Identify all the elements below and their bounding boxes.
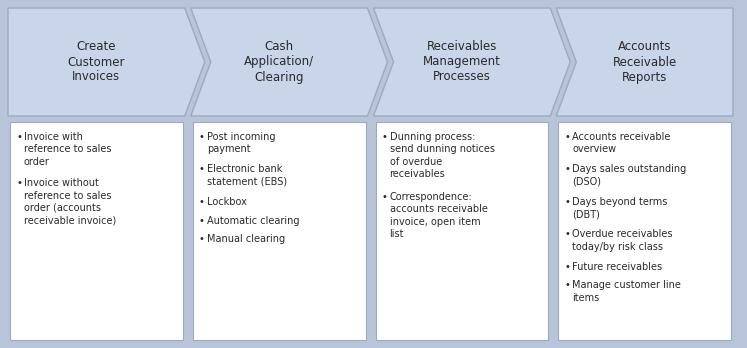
Text: Create
Customer
Invoices: Create Customer Invoices (68, 40, 125, 84)
Text: Accounts
Receivable
Reports: Accounts Receivable Reports (613, 40, 677, 84)
Text: Days beyond terms
(DBT): Days beyond terms (DBT) (572, 197, 668, 219)
Text: •: • (564, 262, 570, 272)
Text: Dunning process:
send dunning notices
of overdue
receivables: Dunning process: send dunning notices of… (389, 132, 495, 179)
Polygon shape (190, 8, 388, 116)
Text: •: • (564, 197, 570, 207)
Text: •: • (199, 132, 205, 142)
Text: Future receivables: Future receivables (572, 262, 663, 272)
Text: Invoice without
reference to sales
order (accounts
receivable invoice): Invoice without reference to sales order… (24, 178, 117, 225)
FancyBboxPatch shape (10, 122, 183, 340)
Text: Manual clearing: Manual clearing (207, 234, 285, 244)
Text: •: • (199, 215, 205, 226)
Polygon shape (374, 8, 570, 116)
Text: •: • (199, 234, 205, 244)
Text: •: • (564, 164, 570, 174)
Text: Cash
Application/
Clearing: Cash Application/ Clearing (244, 40, 314, 84)
FancyBboxPatch shape (558, 122, 731, 340)
Text: Automatic clearing: Automatic clearing (207, 215, 300, 226)
Text: •: • (564, 132, 570, 142)
Text: Correspondence:
accounts receivable
invoice, open item
list: Correspondence: accounts receivable invo… (389, 192, 487, 239)
Text: •: • (16, 132, 22, 142)
Text: Invoice with
reference to sales
order: Invoice with reference to sales order (24, 132, 111, 167)
Text: Lockbox: Lockbox (207, 197, 247, 207)
Text: •: • (564, 229, 570, 239)
FancyBboxPatch shape (376, 122, 548, 340)
Text: Overdue receivables
today/by risk class: Overdue receivables today/by risk class (572, 229, 673, 252)
Text: •: • (16, 178, 22, 188)
Polygon shape (8, 8, 205, 116)
Text: Electronic bank
statement (EBS): Electronic bank statement (EBS) (207, 164, 287, 187)
Text: Post incoming
payment: Post incoming payment (207, 132, 275, 155)
Text: Accounts receivable
overview: Accounts receivable overview (572, 132, 671, 155)
Text: Receivables
Management
Processes: Receivables Management Processes (423, 40, 500, 84)
Text: •: • (199, 197, 205, 207)
FancyBboxPatch shape (193, 122, 365, 340)
Text: •: • (382, 132, 388, 142)
Text: •: • (382, 192, 388, 202)
Text: •: • (564, 280, 570, 290)
Text: •: • (199, 164, 205, 174)
Polygon shape (557, 8, 733, 116)
Text: Manage customer line
items: Manage customer line items (572, 280, 681, 303)
Text: Days sales outstanding
(DSO): Days sales outstanding (DSO) (572, 164, 686, 187)
